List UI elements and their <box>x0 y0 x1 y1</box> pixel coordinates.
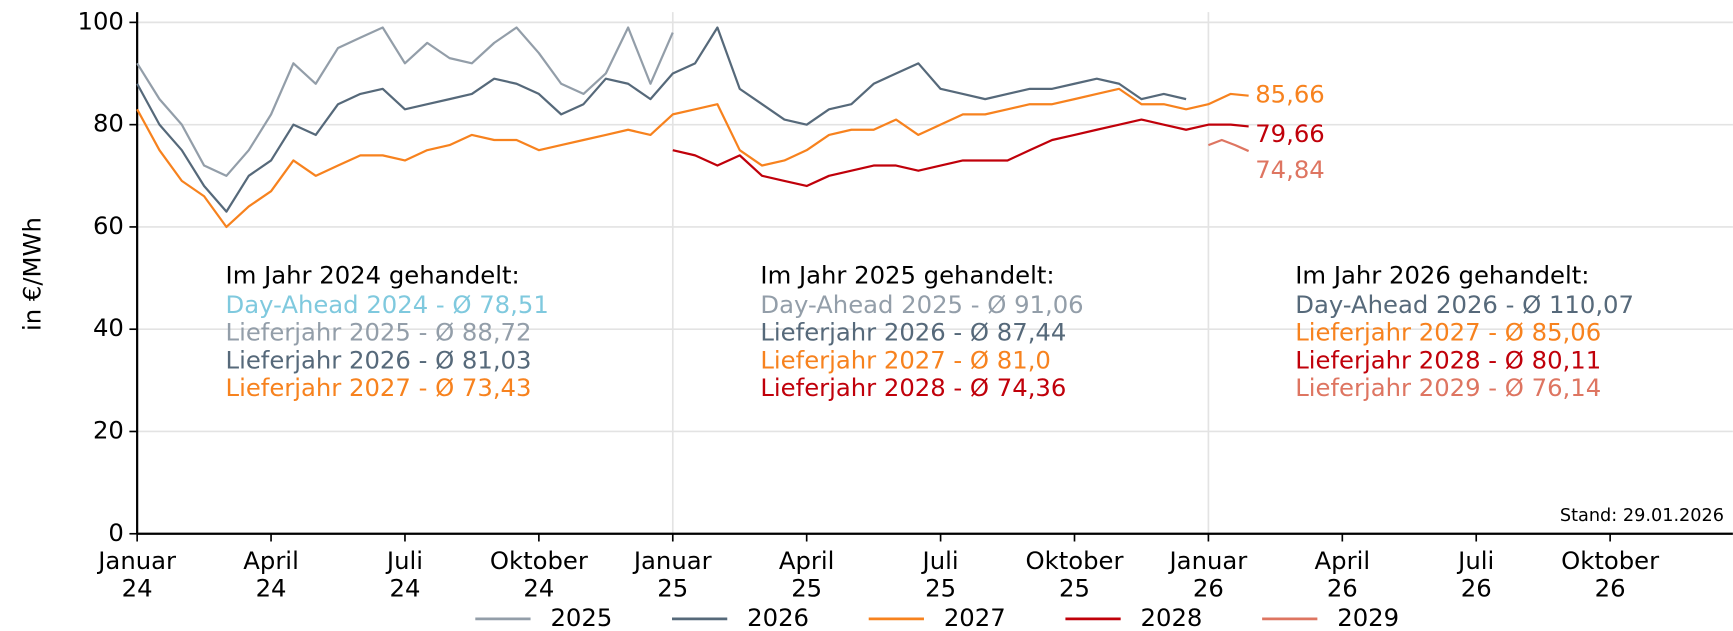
x-tick-label-box: April 26 <box>1314 548 1371 604</box>
x-tick-label: April 25 <box>778 548 835 604</box>
y-tick-label: 60 <box>93 211 124 240</box>
x-tick-label: April 24 <box>243 548 299 604</box>
x-tick-label-box: Januar 25 <box>633 548 712 604</box>
annotation-title: Im Jahr 2024 gehandelt: <box>226 260 520 289</box>
annotation-line: Day-Ahead 2026 - Ø 110,07 <box>1295 290 1634 319</box>
x-tick-label-box: Juli 25 <box>922 548 959 604</box>
end-label: 74,84 <box>1255 155 1325 184</box>
x-tick-label-box: Juli 24 <box>386 548 424 604</box>
x-tick-label-box: April 24 <box>243 548 299 604</box>
x-tick-label: Januar 26 <box>1169 548 1248 604</box>
series-line <box>672 118 1249 188</box>
series-line <box>136 26 1187 213</box>
y-tick-label: 20 <box>93 415 124 444</box>
y-axis-label: in €/MWh <box>17 217 46 331</box>
x-tick-label: Oktober 25 <box>1025 548 1124 604</box>
x-tick-label-box: April 25 <box>778 548 835 604</box>
y-tick-label: 40 <box>93 313 124 342</box>
annotation-line: Lieferjahr 2027 - Ø 85,06 <box>1295 318 1601 347</box>
y-tick-label: 100 <box>77 6 123 35</box>
x-tick-label: Januar 24 <box>98 548 177 604</box>
x-tick-label: April 26 <box>1314 548 1371 604</box>
legend-label: 2027 <box>944 603 1006 631</box>
x-tick-label: Januar 25 <box>633 548 712 604</box>
x-tick-label: Juli 24 <box>386 548 424 604</box>
x-tick-label-box: Oktober 26 <box>1561 548 1660 604</box>
y-tick-label: 0 <box>108 518 123 547</box>
annotation-line: Day-Ahead 2024 - Ø 78,51 <box>226 290 549 319</box>
x-tick-label: Oktober 24 <box>489 548 588 604</box>
annotation-title: Im Jahr 2025 gehandelt: <box>760 260 1054 289</box>
annotation-line: Lieferjahr 2025 - Ø 88,72 <box>226 318 532 347</box>
annotation-line: Lieferjahr 2028 - Ø 80,11 <box>1295 345 1601 374</box>
annotation-line: Lieferjahr 2027 - Ø 81,0 <box>760 345 1050 374</box>
x-tick-label: Juli 25 <box>922 548 959 604</box>
series-line <box>136 87 1249 229</box>
x-tick-label-box: Oktober 24 <box>489 548 588 604</box>
series-line <box>1208 138 1250 153</box>
x-tick-label-box: Oktober 25 <box>1025 548 1124 604</box>
annotation-line: Day-Ahead 2025 - Ø 91,06 <box>760 290 1083 319</box>
end-label: 79,66 <box>1255 119 1325 148</box>
annotation-line: Lieferjahr 2028 - Ø 74,36 <box>760 373 1066 402</box>
annotation-line: Lieferjahr 2027 - Ø 73,43 <box>226 373 532 402</box>
legend-label: 2026 <box>747 603 809 631</box>
note: Stand: 29.01.2026 <box>1560 506 1724 526</box>
annotation-title: Im Jahr 2026 gehandelt: <box>1295 260 1589 289</box>
annotation-line: Lieferjahr 2026 - Ø 81,03 <box>226 345 532 374</box>
x-tick-label-box: Januar 24 <box>98 548 177 604</box>
x-tick-label: Juli 26 <box>1458 548 1495 604</box>
legend-label: 2028 <box>1141 603 1203 631</box>
series-line <box>136 26 674 177</box>
annotation-line: Lieferjahr 2029 - Ø 76,14 <box>1295 373 1601 402</box>
legend-label: 2025 <box>550 603 612 631</box>
legend-label: 2029 <box>1337 603 1399 631</box>
x-tick-label-box: Januar 26 <box>1169 548 1248 604</box>
y-tick-label: 80 <box>93 109 124 138</box>
x-tick-label: Oktober 26 <box>1561 548 1660 604</box>
end-label: 85,66 <box>1255 80 1325 109</box>
annotation-line: Lieferjahr 2026 - Ø 87,44 <box>760 318 1066 347</box>
x-tick-label-box: Juli 26 <box>1458 548 1495 604</box>
